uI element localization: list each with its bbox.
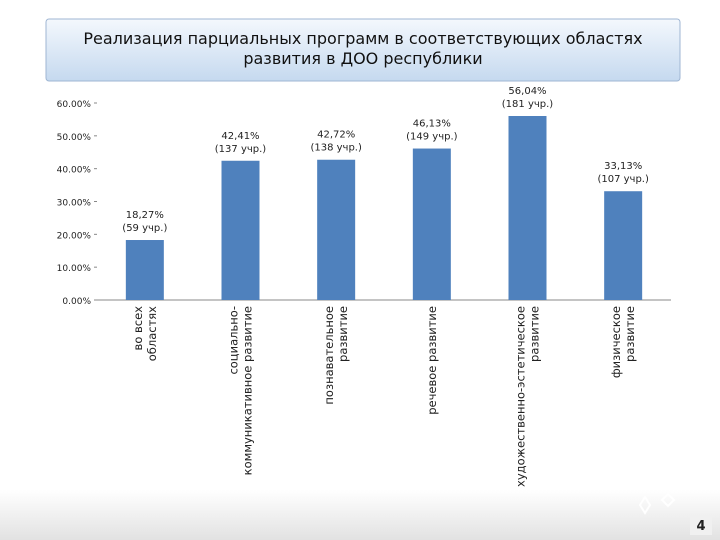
data-label: 42,41% (137 учр.) — [215, 131, 267, 155]
x-tick-label: познавательноеразвитие — [322, 306, 350, 405]
chart-title: Реализация парциальных программ в соотве… — [83, 29, 642, 68]
bar — [317, 159, 356, 300]
y-tick-label: 0.00% — [62, 297, 91, 307]
y-tick-label: 20.00% — [57, 231, 92, 241]
bar — [125, 240, 164, 300]
decor-icon — [638, 492, 676, 515]
y-tick-label: 60.00% — [57, 100, 92, 110]
data-label: 46,13% (149 учр.) — [406, 119, 458, 143]
page-box — [690, 515, 712, 535]
bar — [604, 191, 643, 300]
x-tick-label: физическоеразвитие — [609, 306, 637, 378]
y-tick-label: 40.00% — [57, 166, 92, 176]
x-tick-label: речевое развитие — [425, 306, 439, 415]
footer — [0, 490, 720, 540]
x-tick-label: художественно-эстетическоеразвитие — [514, 306, 542, 487]
page-number: 4 — [696, 519, 705, 534]
x-tick-label: во всехобластях — [131, 306, 159, 361]
x-tick-label: социально-коммуникативное развитие — [227, 306, 255, 475]
y-tick-label: 10.00% — [57, 264, 92, 274]
data-label: 18,27% (59 учр.) — [122, 210, 167, 234]
bar — [412, 148, 451, 300]
bar — [508, 116, 547, 300]
bar — [221, 160, 260, 300]
title-box — [45, 18, 681, 82]
data-label: 42,72% (138 учр.) — [310, 130, 362, 154]
data-label: 33,13% (107 учр.) — [597, 161, 649, 185]
y-tick-label: 30.00% — [57, 199, 92, 209]
y-tick-label: 50.00% — [57, 133, 92, 143]
data-label: 56,04% (181 учр.) — [502, 86, 554, 110]
